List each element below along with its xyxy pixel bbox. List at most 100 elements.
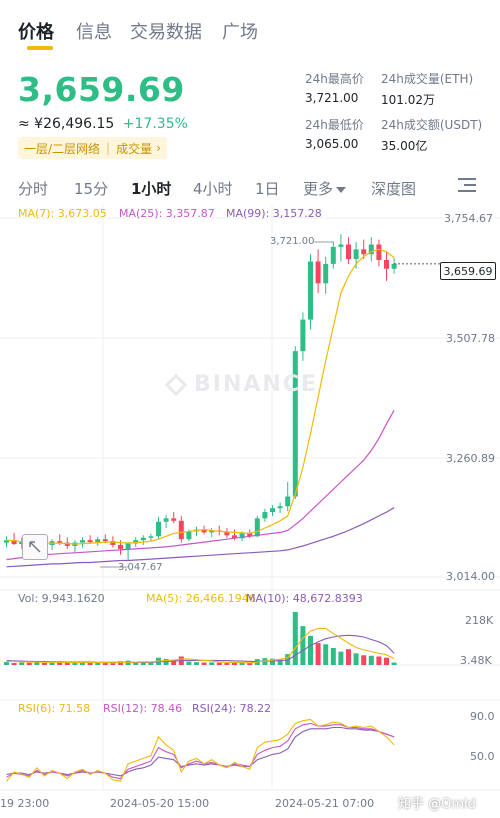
ma7-legend: MA(7): 3,673.05 (18, 207, 107, 220)
rsi12-line (6, 722, 395, 780)
candle-body (224, 531, 230, 536)
high-value: 3,721.00 (305, 91, 359, 105)
vol-ma5-line (6, 627, 395, 664)
volume-bar (64, 662, 70, 665)
last-price: 3,659.69 (18, 70, 185, 109)
volume-bar (42, 663, 47, 665)
category-tags[interactable]: 一层/二层网络 | 成交量 › (18, 137, 167, 159)
volume-bar (338, 651, 344, 665)
volume-axis-label: 3.48K (460, 654, 492, 667)
volume-bar (346, 649, 351, 665)
ma99-legend: MA(99): 3,157.28 (226, 207, 322, 220)
depth-chart-tab[interactable]: 深度图 (371, 180, 417, 198)
low-value: 3,065.00 (305, 137, 359, 151)
candle-body (300, 319, 306, 352)
candle-body (361, 249, 367, 255)
candle-body (209, 530, 215, 533)
chevron-right-icon: › (156, 141, 161, 155)
tab-trading-data[interactable]: 交易数据 (130, 22, 202, 43)
candle-body (391, 263, 397, 269)
fiat-price: ≈ ¥26,496.15 (18, 116, 115, 132)
volume-bar (57, 662, 63, 665)
volume-bar (376, 656, 382, 665)
tab-square[interactable]: 广场 (222, 22, 258, 43)
candle-body (64, 542, 70, 546)
interval-4h[interactable]: 4小时 (193, 180, 233, 198)
volume-bar (87, 662, 93, 665)
volume-bar (232, 662, 237, 665)
volume-bar (315, 643, 321, 665)
low-marker: 3,047.67 (118, 562, 163, 573)
vol-eth-value: 101.02万 (381, 93, 435, 107)
volume-bar (308, 635, 313, 665)
price-change: +17.35% (122, 116, 188, 132)
indicator-settings-icon[interactable] (458, 177, 476, 193)
candle-body (95, 539, 101, 543)
time-axis-label: 2024-05-21 07:00 (275, 797, 375, 810)
rsi6-legend: RSI(6): 71.58 (18, 702, 91, 715)
low-label: 24h最低价 (305, 118, 364, 132)
high-marker: 3,721.00 (270, 236, 315, 247)
time-axis-label: 19 23:00 (0, 797, 50, 810)
chart-grid (0, 205, 500, 791)
vol-ma10-legend: MA(10): 48,672.8393 (246, 592, 363, 605)
rsi24-legend: RSI(24): 78.22 (192, 702, 272, 715)
candle-body (232, 535, 237, 539)
volume-bar (118, 661, 123, 665)
tag-layer[interactable]: 一层/二层网络 (24, 141, 101, 156)
rsi-axis-label: 90.0 (470, 710, 495, 723)
volume-bar (201, 662, 207, 665)
rsi24-line (6, 726, 395, 777)
settings-line-1 (458, 178, 476, 180)
ma25-line (6, 410, 395, 561)
candle-body (118, 545, 123, 549)
tag-separator: | (106, 141, 111, 155)
interval-selector: 分时 15分 1小时 4小时 1日 更多 深度图 (0, 170, 500, 202)
volume-bar (133, 662, 139, 665)
crosshair-expand-icon[interactable] (22, 534, 48, 560)
vol-usdt-label: 24h成交额(USDT) (381, 118, 483, 132)
candle-body (368, 244, 374, 255)
candle-body (201, 529, 207, 533)
candle-body (262, 512, 268, 519)
volume-bar (209, 662, 215, 665)
tab-info[interactable]: 信息 (76, 22, 112, 43)
volume-bar (4, 662, 9, 665)
active-tab-indicator (27, 46, 53, 50)
vol-usdt-value: 35.00亿 (381, 139, 428, 153)
candle-body (338, 244, 344, 247)
candle-body (19, 541, 25, 545)
tab-price[interactable]: 价格 (18, 22, 54, 43)
volume-bar (300, 626, 306, 665)
candle-body (292, 351, 298, 497)
interval-more[interactable]: 更多 (303, 178, 347, 199)
interval-1h[interactable]: 1小时 (131, 180, 172, 198)
volume-bar (140, 662, 146, 665)
volume-bar (277, 659, 283, 665)
candle-body (384, 260, 389, 269)
volume-bar (391, 662, 397, 665)
candle-body (239, 533, 245, 539)
candle-body (87, 540, 93, 543)
rsi6-line (6, 718, 395, 782)
candle-body (4, 540, 9, 543)
top-tabs: 价格 信息 交易数据 广场 (0, 0, 500, 52)
candle-body (125, 543, 131, 549)
interval-timeline[interactable]: 分时 (18, 180, 49, 198)
interval-15m[interactable]: 15分 (74, 180, 109, 198)
settings-line-3 (458, 190, 476, 192)
price-axis-label: 3,014.00 (446, 570, 495, 583)
volume-bar (26, 662, 32, 665)
vol-ma5-legend: MA(5): 26,466.1946 (146, 592, 256, 605)
volume-bars (4, 612, 397, 665)
time-axis-label: 2024-05-20 15:00 (110, 797, 210, 810)
volume-bar (163, 658, 169, 665)
tag-volume[interactable]: 成交量 (116, 141, 153, 156)
candle-body (247, 533, 253, 537)
high-label: 24h最高价 (305, 72, 364, 86)
candle-body (110, 541, 116, 546)
volume-bar (171, 659, 177, 665)
volume-bar (323, 644, 329, 665)
interval-1d[interactable]: 1日 (255, 180, 280, 198)
